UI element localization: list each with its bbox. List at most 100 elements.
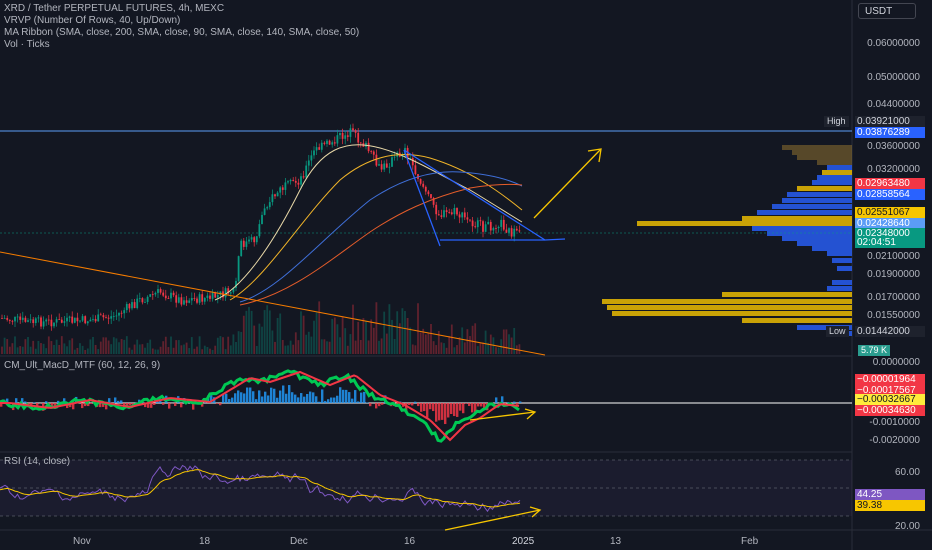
volume-bar: [391, 319, 393, 354]
macd-hist-bar: [480, 403, 483, 407]
volume-bar: [3, 337, 6, 354]
candle-body: [3, 318, 6, 319]
volume-bar: [190, 337, 193, 354]
macd-hist-bar: [225, 393, 228, 403]
volume-bar: [224, 349, 227, 354]
candle-body: [513, 228, 516, 237]
candle-body: [177, 297, 180, 303]
candle-body: [40, 317, 42, 327]
candle-body: [445, 210, 448, 212]
candle-body: [344, 135, 347, 139]
volume-profile: [602, 145, 852, 336]
ma-140: [239, 171, 523, 303]
candle-body: [341, 132, 344, 139]
volume-profile-row: [832, 280, 852, 285]
candle-body: [120, 312, 123, 314]
price-tag: 0.01442000: [855, 326, 925, 337]
candle-body: [339, 132, 341, 136]
volume-bar: [206, 346, 209, 354]
macd-hist-bar: [462, 403, 465, 414]
candle-body: [209, 295, 211, 299]
macd-hist-bar: [336, 395, 339, 403]
candle-body: [469, 219, 471, 221]
candle-body: [245, 241, 248, 247]
candle-body: [346, 135, 349, 137]
candle-body: [125, 303, 128, 311]
macd-hist-bar: [339, 387, 342, 403]
candle-body: [383, 163, 386, 170]
volume-bar: [240, 331, 243, 354]
candle-body: [333, 142, 336, 144]
candle-body: [326, 140, 328, 144]
price-tag: 39.38: [855, 500, 925, 511]
volume-bar: [287, 345, 289, 354]
macd-hist-bar: [318, 401, 321, 403]
volume-bar: [318, 301, 321, 354]
macd-label[interactable]: CM_Ult_MacD_MTF (60, 12, 26, 9): [4, 360, 161, 371]
indicator-vrvp[interactable]: VRVP (Number Of Rows, 40, Up/Down): [4, 15, 181, 26]
volume-bar: [404, 310, 406, 354]
candle-body: [66, 317, 68, 322]
candle-body: [268, 202, 271, 208]
price-label: 0.04400000: [867, 99, 920, 110]
macd-hist-bar: [24, 401, 27, 403]
candle-body: [81, 316, 84, 321]
volume-bar: [495, 347, 497, 354]
macd-hist-bar: [159, 400, 162, 403]
volume-profile-row: [797, 325, 852, 330]
macd-hist-bar: [501, 396, 504, 403]
volume-bar: [19, 346, 22, 354]
macd-hist-bar: [444, 403, 447, 425]
candle-body: [162, 292, 165, 296]
symbol-title[interactable]: XRD / Tether PERPETUAL FUTURES, 4h, MEXC: [4, 3, 225, 14]
macd-hist-bar: [21, 398, 24, 403]
macd-hist-bar: [432, 403, 435, 412]
macd-hist-bar: [231, 397, 234, 403]
volume-bar: [42, 343, 45, 354]
macd-hist-bar: [222, 394, 225, 403]
candle-body: [419, 178, 422, 184]
low-label: Low: [826, 326, 849, 337]
macd-hist-bar: [351, 398, 354, 403]
rsi-label[interactable]: RSI (14, close): [4, 456, 71, 467]
indicator-ma-ribbon[interactable]: MA Ribbon (SMA, close, 200, SMA, close, …: [4, 27, 360, 38]
volume-bar: [305, 334, 308, 354]
volume-bar: [232, 334, 235, 354]
candle-body: [180, 297, 183, 305]
price-label: 0.02100000: [867, 251, 920, 262]
volume-bar: [1, 346, 3, 354]
volume-bar: [378, 340, 380, 354]
macd-hist-bar: [360, 392, 363, 403]
macd-hist-bar: [519, 401, 522, 403]
currency-selector[interactable]: USDT: [858, 3, 916, 19]
macd-hist-bar: [267, 395, 270, 403]
volume-bar: [396, 311, 399, 354]
indicator-volume[interactable]: Vol · Ticks: [4, 39, 50, 50]
candle-body: [354, 130, 357, 133]
candle-body: [193, 297, 196, 299]
volume-bar: [99, 341, 102, 354]
volume-bar: [81, 345, 84, 354]
macd-hist-bar: [249, 387, 252, 403]
candle-body: [463, 212, 466, 218]
volume-bar: [131, 349, 133, 354]
volume-profile-row: [767, 231, 852, 236]
macd-hist-bar: [258, 390, 261, 403]
volume-bar: [518, 344, 521, 354]
rsi-axis-label: 20.00: [894, 521, 920, 532]
candle-body: [214, 292, 217, 298]
macd-hist-bar: [312, 392, 315, 403]
candle-body: [37, 317, 40, 319]
volume-bar: [219, 336, 222, 354]
volume-bar: [313, 320, 315, 354]
candle-body: [68, 316, 71, 318]
volume-bar: [479, 343, 482, 354]
time-label: Nov: [73, 536, 91, 547]
volume-bar: [393, 338, 396, 354]
candle-body: [255, 236, 258, 243]
candle-body: [99, 314, 102, 316]
volume-bar: [164, 336, 167, 354]
descending-trendline: [0, 251, 546, 356]
volume-bar: [149, 339, 152, 354]
